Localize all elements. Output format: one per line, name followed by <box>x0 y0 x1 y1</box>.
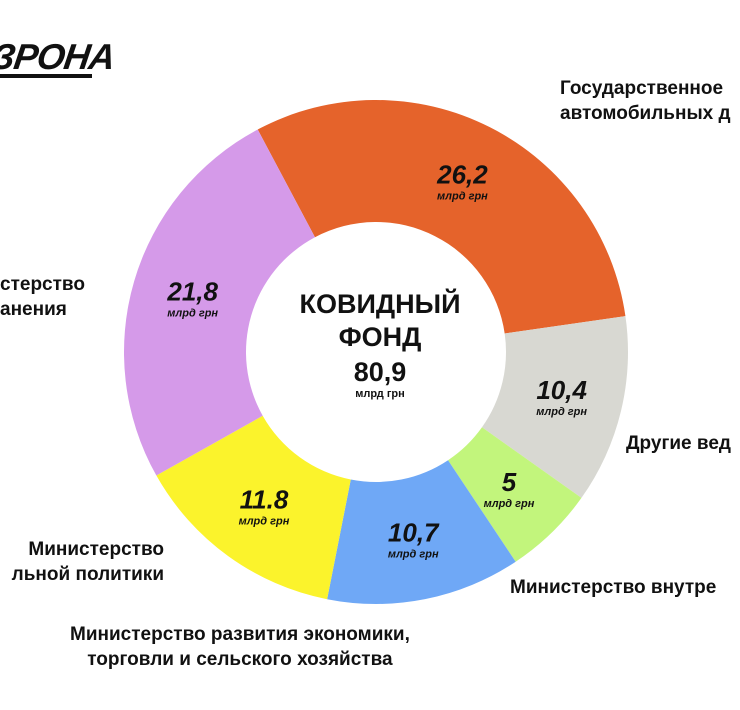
donut-slice-interior <box>448 427 582 562</box>
slice-unit-health: млрд грн <box>167 307 218 319</box>
slice-unit-economy: млрд грн <box>388 548 439 560</box>
category-label-other: Другие вед <box>626 433 731 454</box>
donut-slice-economy <box>327 460 516 604</box>
slice-value-interior: 5 <box>502 467 517 497</box>
slice-unit-social: млрд грн <box>239 516 290 528</box>
category-label-economy: Министерство развития экономики, торговл… <box>70 624 410 670</box>
slice-unit-other: млрд грн <box>536 406 587 418</box>
center-total-value: 80,9 <box>353 357 407 387</box>
donut-slice-roads <box>257 99 626 334</box>
logo-underline <box>0 74 92 78</box>
category-label-social: Министерство льной политики <box>11 539 164 585</box>
slice-unit-roads: млрд грн <box>437 191 488 203</box>
slice-value-health: 21,8 <box>166 276 218 306</box>
slice-value-economy: 10,7 <box>388 517 440 547</box>
category-label-interior: Министерство внутре <box>510 577 717 598</box>
slice-value-other: 10,4 <box>536 375 587 405</box>
slice-value-roads: 26,2 <box>436 160 488 190</box>
category-label-roads: Государственное автомобильных д <box>560 78 731 124</box>
donut-slice-health <box>123 129 315 476</box>
donut-slice-social <box>156 415 351 600</box>
donut-slice-other <box>481 316 628 498</box>
slice-value-social: 11.8 <box>240 485 289 515</box>
center-title: КОВИДНЫЙ ФОНД <box>299 289 461 352</box>
category-label-health: стерство анения <box>0 274 85 320</box>
center-total-unit: млрд грн <box>355 388 405 400</box>
slice-unit-interior: млрд грн <box>484 498 535 510</box>
